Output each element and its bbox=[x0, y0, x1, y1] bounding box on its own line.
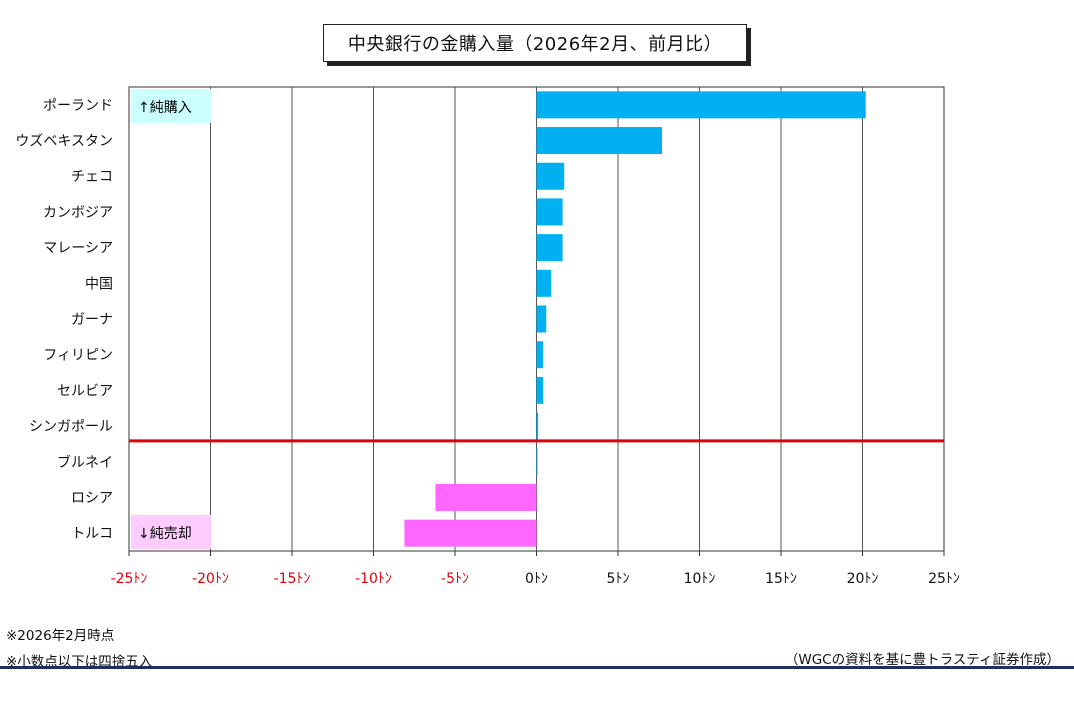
bar bbox=[536, 198, 563, 226]
sell-label: ↓純売却 bbox=[138, 526, 192, 542]
tick-label: -10ﾄﾝ bbox=[355, 571, 392, 587]
tick-label: -25ﾄﾝ bbox=[111, 571, 148, 587]
category-label: マレーシア bbox=[43, 241, 113, 257]
category-labels: ポーランドウズベキスタンチェコカンボジアマレーシア中国ガーナフィリピンセルビアシ… bbox=[15, 98, 113, 542]
bar bbox=[536, 448, 538, 476]
tick-label: 15ﾄﾝ bbox=[765, 571, 797, 587]
category-label: フィリピン bbox=[43, 348, 113, 364]
category-label: セルビア bbox=[57, 383, 113, 399]
bar bbox=[536, 269, 552, 297]
direction-labels: ↑純購入 ↓純売却 bbox=[131, 89, 211, 549]
tick-label: 0ﾄﾝ bbox=[525, 571, 548, 587]
category-label: ポーランド bbox=[43, 98, 113, 114]
grid-lines bbox=[210, 87, 863, 551]
bar bbox=[536, 234, 563, 262]
tick-label: 10ﾄﾝ bbox=[684, 571, 716, 587]
buy-label-box bbox=[131, 89, 211, 123]
tick-label: 5ﾄﾝ bbox=[607, 571, 630, 587]
bar bbox=[536, 341, 544, 369]
category-label: ウズベキスタン bbox=[15, 134, 113, 150]
bar bbox=[536, 305, 547, 333]
category-label: チェコ bbox=[71, 169, 113, 185]
x-axis-ticks: -25ﾄﾝ -20ﾄﾝ -15ﾄﾝ -10ﾄﾝ -5ﾄﾝ 0ﾄﾝ 5ﾄﾝ 10ﾄﾝ 15ﾄﾝ 20… bbox=[111, 551, 960, 587]
tick-label: 25ﾄﾝ bbox=[928, 571, 960, 587]
bar bbox=[435, 483, 537, 511]
category-label: カンボジア bbox=[43, 205, 113, 221]
chart-title: 中央銀行の金購入量（2026年2月、前月比） bbox=[323, 24, 747, 62]
category-label: トルコ bbox=[71, 526, 113, 542]
note-date: ※2026年2月時点 bbox=[6, 628, 115, 644]
bar bbox=[404, 519, 537, 547]
bar bbox=[536, 91, 866, 119]
bottom-rule bbox=[0, 666, 1074, 669]
source-note: （WGCの資料を基に豊トラスティ証券作成） bbox=[784, 652, 1060, 668]
bar bbox=[536, 376, 544, 404]
bars bbox=[404, 91, 866, 547]
tick-label: 20ﾄﾝ bbox=[847, 571, 879, 587]
tick-label: -15ﾄﾝ bbox=[274, 571, 311, 587]
category-label: シンガポール bbox=[29, 419, 113, 435]
category-label: ガーナ bbox=[71, 312, 113, 328]
bar bbox=[536, 127, 663, 155]
sell-label-box bbox=[131, 515, 211, 549]
tick-label: -5ﾄﾝ bbox=[441, 571, 469, 587]
buy-label: ↑純購入 bbox=[138, 100, 192, 116]
category-label: ロシア bbox=[71, 490, 113, 506]
category-label: 中国 bbox=[85, 276, 113, 292]
category-label: ブルネイ bbox=[57, 454, 113, 471]
tick-label: -20ﾄﾝ bbox=[192, 571, 229, 587]
bar bbox=[536, 412, 539, 440]
bar bbox=[536, 162, 565, 190]
